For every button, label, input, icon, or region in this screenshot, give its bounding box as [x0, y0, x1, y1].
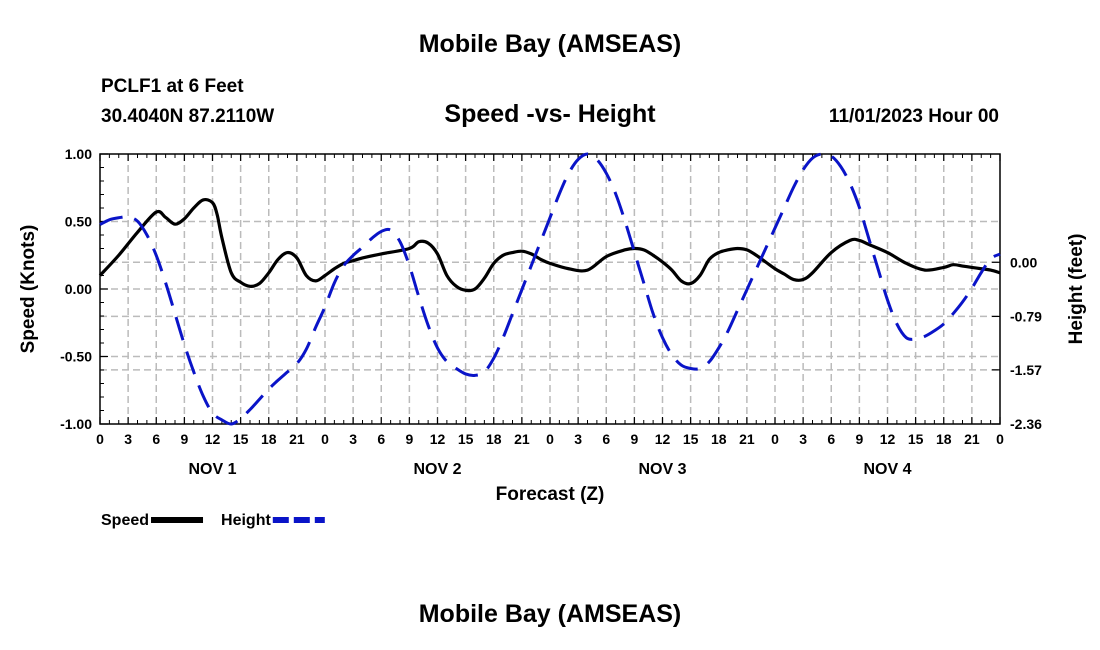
x-tick-label: 3 — [124, 431, 132, 447]
y-right-tick-label: 0.00 — [1010, 254, 1037, 270]
y-tick-label: -0.50 — [60, 349, 92, 365]
x-tick-label: 15 — [908, 431, 924, 447]
x-tick-label: 0 — [321, 431, 329, 447]
x-tick-label: 9 — [405, 431, 413, 447]
axis-labels: 0 3 6 9 12 15 18 21 0 3 6 9 12 15 18 21 0 3 6 9 12 15 18 21 0 3 6 9… — [60, 146, 1042, 478]
main-title: Mobile Bay (AMSEAS) — [418, 30, 682, 58]
y-tick-label: 1.00 — [65, 146, 92, 162]
x-tick-label: 12 — [880, 431, 896, 447]
x-tick-label: 3 — [349, 431, 357, 447]
grid — [100, 154, 1000, 424]
x-tick-label: 9 — [180, 431, 188, 447]
y-right-tick-label: -1.57 — [1010, 362, 1042, 378]
x-tick-label: 0 — [996, 431, 1004, 447]
x-tick-label: 9 — [855, 431, 863, 447]
x-tick-label: 6 — [602, 431, 610, 447]
series — [98, 152, 1001, 426]
x-tick-label: 21 — [289, 431, 305, 447]
legend-label-height: Height — [221, 512, 271, 529]
x-tick-label: 18 — [711, 431, 727, 447]
x-tick-label: 0 — [546, 431, 554, 447]
x-tick-label: 21 — [964, 431, 980, 447]
day-label: NOV 1 — [188, 461, 236, 478]
y-right-tick-label: -2.36 — [1010, 416, 1042, 432]
y-axis-title-left: Speed (Knots) — [18, 225, 39, 354]
x-tick-label: 6 — [377, 431, 385, 447]
y-tick-label: -1.00 — [60, 416, 92, 432]
x-tick-label: 18 — [261, 431, 277, 447]
day-label: NOV 4 — [863, 461, 911, 478]
y-axis-title-right: Height (feet) — [1066, 234, 1087, 345]
x-tick-label: 12 — [655, 431, 671, 447]
x-axis-title: Forecast (Z) — [496, 484, 605, 505]
station-label: PCLF1 at 6 Feet — [101, 76, 244, 97]
x-tick-label: 9 — [630, 431, 638, 447]
x-tick-label: 12 — [430, 431, 446, 447]
x-tick-label: 3 — [574, 431, 582, 447]
y-tick-label: 0.50 — [65, 214, 92, 230]
coordinates-label: 30.4040N 87.2110W — [101, 106, 275, 127]
chart-subtitle: Speed -vs- Height — [444, 100, 656, 128]
legend-label-speed: Speed — [101, 512, 149, 529]
x-tick-label: 18 — [936, 431, 952, 447]
forecast-datetime: 11/01/2023 Hour 00 — [828, 106, 999, 127]
x-tick-label: 15 — [233, 431, 249, 447]
y-tick-label: 0.00 — [65, 281, 92, 297]
x-tick-label: 12 — [205, 431, 221, 447]
x-tick-label: 3 — [799, 431, 807, 447]
day-label: NOV 3 — [638, 461, 686, 478]
x-tick-label: 15 — [458, 431, 474, 447]
series-line-height — [99, 152, 1001, 426]
day-label: NOV 2 — [413, 461, 461, 478]
x-tick-label: 0 — [771, 431, 779, 447]
y-right-tick-label: -0.79 — [1010, 308, 1042, 324]
x-tick-label: 18 — [486, 431, 502, 447]
x-tick-label: 0 — [96, 431, 104, 447]
legend: Speed Height — [101, 512, 325, 529]
series-line-speed — [98, 197, 1001, 293]
x-tick-label: 21 — [739, 431, 755, 447]
footer-title: Mobile Bay (AMSEAS) — [418, 600, 682, 628]
x-tick-label: 6 — [152, 431, 160, 447]
x-tick-label: 15 — [683, 431, 699, 447]
x-tick-label: 6 — [827, 431, 835, 447]
x-tick-label: 21 — [514, 431, 530, 447]
